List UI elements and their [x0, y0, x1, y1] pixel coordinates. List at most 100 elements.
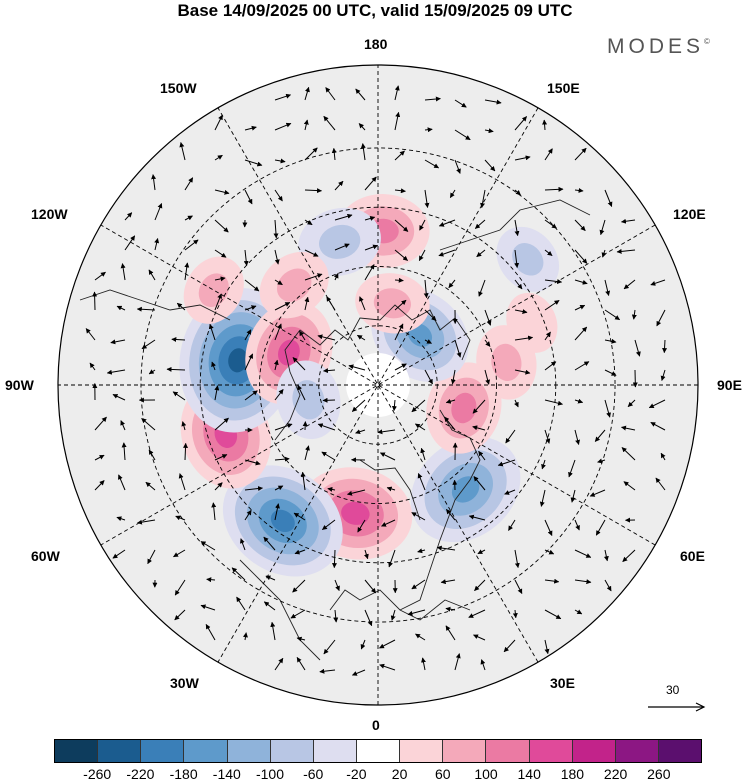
wind-arrow	[394, 299, 407, 311]
wind-arrow	[604, 189, 613, 207]
wind-arrow	[94, 480, 105, 491]
wind-arrow	[200, 541, 216, 551]
wind-arrow	[445, 606, 456, 612]
colorbar-tick-label: 260	[647, 766, 671, 782]
wind-arrow	[94, 271, 106, 281]
colorbar-swatch	[313, 740, 357, 762]
wind-arrow	[274, 503, 280, 521]
wind-arrow	[497, 459, 516, 467]
wind-arrow	[650, 279, 666, 286]
lon-label-120w: 120W	[31, 206, 68, 222]
wind-arrow	[514, 155, 531, 161]
wind-arrow	[508, 519, 516, 531]
wind-arrow	[89, 362, 96, 371]
colorbar-swatch	[55, 740, 99, 762]
wind-arrow	[174, 609, 186, 621]
wind-arrow	[214, 454, 228, 461]
wind-arrow	[304, 445, 310, 461]
wind-arrow	[631, 309, 637, 320]
wind-arrow	[148, 449, 156, 461]
wind-arrow	[476, 249, 486, 258]
wind-arrow	[244, 189, 253, 205]
wind-arrow	[347, 489, 366, 496]
wind-arrow	[484, 309, 492, 326]
wind-arrow	[334, 213, 353, 221]
wind-arrow	[263, 536, 276, 551]
wind-arrow	[544, 399, 563, 406]
wind-arrow	[141, 418, 156, 431]
wind-arrow	[327, 487, 336, 492]
lon-label-30w: 30W	[170, 675, 199, 691]
wind-arrow	[364, 609, 373, 627]
wind-arrow	[574, 361, 590, 371]
wind-arrow	[214, 482, 223, 491]
wind-arrow	[454, 159, 461, 174]
wind-arrow	[514, 309, 528, 314]
wind-arrow	[544, 578, 560, 584]
wind-arrow	[333, 273, 339, 281]
wind-arrow	[200, 604, 216, 611]
wind-arrow	[477, 549, 486, 555]
wind-arrow	[243, 249, 249, 266]
colorbar-ticks: -260 -220 -180 -140 -100 -60 -20 20 60 100 140 180 2…	[0, 766, 750, 783]
colorbar-tick-label: 220	[603, 766, 628, 782]
wind-arrow	[351, 669, 366, 676]
wind-arrow	[420, 447, 426, 461]
wind-arrow	[570, 489, 576, 503]
wind-arrow	[604, 399, 611, 418]
wind-arrow	[116, 305, 126, 311]
wind-arrow	[544, 249, 553, 256]
colorbar-swatch	[270, 740, 314, 762]
wind-arrow	[333, 609, 339, 623]
wind-arrow	[604, 579, 612, 592]
wind-arrow	[650, 421, 666, 431]
wind-arrow	[124, 235, 136, 251]
wind-arrow	[574, 579, 592, 585]
wind-arrow	[604, 309, 621, 321]
wind-arrow	[424, 96, 441, 102]
wind-arrow	[484, 159, 496, 172]
wind-arrow	[183, 442, 189, 461]
wind-arrow	[184, 177, 194, 191]
wind-arrow	[514, 369, 531, 375]
wind-arrow	[621, 425, 636, 431]
wind-arrow	[321, 451, 336, 461]
anomaly-contour	[451, 392, 477, 424]
wind-arrow	[364, 579, 377, 594]
lon-label-30e: 30E	[550, 675, 575, 691]
wind-arrow	[394, 85, 400, 101]
wind-arrow	[599, 219, 606, 236]
wind-arrow	[574, 249, 588, 264]
wind-arrow	[244, 486, 263, 491]
colorbar-tick-label: 100	[474, 766, 498, 782]
wind-arrow	[514, 335, 534, 341]
wind-arrow	[472, 425, 486, 431]
wind-arrow	[274, 279, 283, 286]
wind-arrow	[514, 549, 520, 569]
wind-arrow	[438, 219, 456, 227]
wind-arrow	[141, 339, 156, 350]
wind-arrow	[326, 296, 336, 311]
wind-arrow	[478, 279, 486, 297]
colorbar-swatch	[615, 740, 659, 762]
wind-arrow	[274, 302, 291, 311]
wind-arrow	[274, 657, 284, 671]
wind-arrow	[274, 485, 284, 491]
logo-mark: ©	[704, 37, 710, 46]
wind-arrow	[94, 454, 105, 461]
wind-arrow	[574, 429, 581, 445]
wind-arrow	[440, 579, 456, 585]
wind-arrow	[512, 609, 518, 619]
wind-arrow	[356, 334, 366, 341]
wind-arrow	[274, 249, 280, 265]
wind-arrow	[116, 516, 126, 522]
wind-arrow	[514, 249, 520, 268]
reference-vector-label: 30	[666, 683, 680, 697]
meridian-line	[217, 107, 539, 663]
wind-arrow	[544, 299, 560, 311]
colorbar-swatch	[141, 740, 185, 762]
wind-arrow	[359, 296, 366, 311]
wind-arrow	[424, 369, 433, 385]
wind-arrow	[265, 575, 276, 581]
colorbar-tick-label: 20	[391, 766, 408, 782]
